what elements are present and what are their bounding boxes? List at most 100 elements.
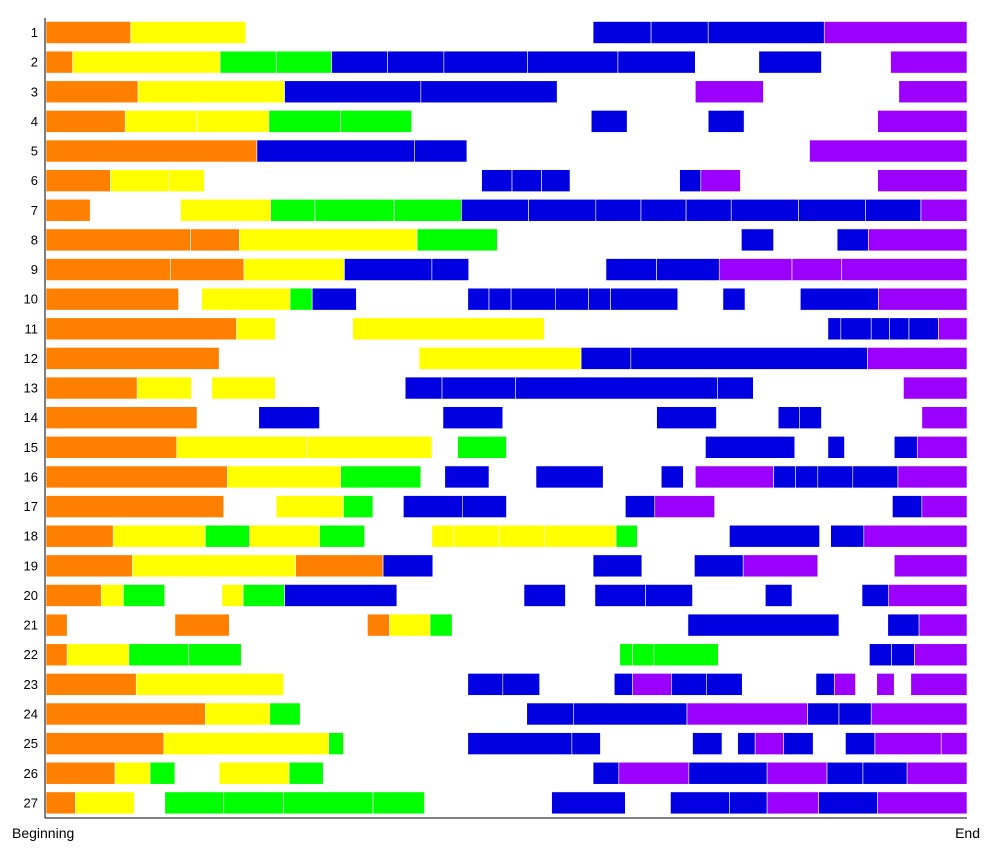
green-segment [223, 791, 284, 815]
purple-segment [903, 376, 968, 400]
blue-segment [892, 495, 923, 518]
blue-segment [862, 761, 908, 785]
blue-segment [826, 761, 864, 785]
blue-segment [511, 169, 542, 192]
row-label: 23 [24, 677, 38, 692]
purple-segment [938, 317, 968, 341]
orange-segment [45, 50, 74, 74]
orange-segment [45, 524, 114, 548]
timeline-row [45, 21, 968, 44]
timeline-row [45, 643, 968, 667]
orange-segment [45, 21, 132, 44]
blue-segment [688, 761, 768, 785]
yellow-segment [498, 524, 545, 548]
blue-segment [908, 317, 939, 341]
timeline-row [45, 376, 968, 400]
row-labels: 1234567891011121314151617181920212223242… [24, 25, 38, 810]
blue-segment [630, 347, 868, 370]
orange-segment [45, 198, 91, 222]
yellow-segment [236, 317, 276, 341]
yellow-segment [176, 436, 308, 459]
blue-segment [889, 317, 910, 341]
blue-segment [729, 791, 768, 815]
blue-segment [510, 287, 556, 311]
yellow-segment [431, 524, 455, 548]
blue-segment [256, 139, 415, 163]
orange-segment [45, 673, 137, 696]
orange-segment [45, 702, 206, 726]
green-segment [457, 436, 507, 459]
yellow-segment [72, 50, 221, 74]
yellow-segment [453, 524, 500, 548]
blue-segment [650, 21, 709, 44]
purple-segment [898, 80, 968, 104]
green-segment [429, 613, 453, 637]
green-segment [340, 465, 422, 489]
blue-segment [535, 465, 604, 489]
blue-segment [420, 80, 558, 104]
purple-segment [841, 258, 968, 281]
blue-segment [795, 465, 819, 489]
timeline-row [45, 287, 968, 311]
row-label: 7 [31, 203, 38, 218]
blue-segment [830, 524, 865, 548]
green-segment [619, 643, 633, 667]
blue-segment [783, 732, 814, 755]
blue-segment [670, 791, 730, 815]
blue-segment [730, 198, 799, 222]
blue-segment [605, 258, 657, 281]
purple-segment [910, 673, 968, 696]
row-label: 14 [24, 410, 38, 425]
purple-segment [940, 732, 968, 755]
blue-segment [764, 584, 793, 607]
orange-segment [295, 554, 384, 578]
purple-segment [893, 554, 968, 578]
blue-segment [311, 287, 357, 311]
purple-segment [918, 613, 968, 637]
green-segment [164, 791, 225, 815]
blue-segment [737, 732, 756, 755]
blue-segment [594, 584, 646, 607]
blue-segment [541, 169, 571, 192]
timeline-row [45, 406, 968, 429]
blue-segment [387, 50, 445, 74]
row-label: 8 [31, 232, 38, 247]
blue-segment [656, 406, 717, 429]
yellow-segment [100, 584, 124, 607]
orange-segment [45, 406, 198, 429]
purple-segment [877, 791, 968, 815]
blue-segment [284, 80, 422, 104]
orange-segment [45, 613, 68, 637]
green-segment [275, 50, 332, 74]
row-label: 10 [24, 292, 38, 307]
green-segment [289, 287, 313, 311]
blue-segment [694, 554, 744, 578]
yellow-segment [221, 584, 244, 607]
purple-segment [809, 139, 968, 163]
blue-segment [610, 287, 679, 311]
orange-segment [45, 317, 237, 341]
orange-segment [170, 258, 245, 281]
timeline-row [45, 495, 968, 518]
blue-segment [555, 287, 589, 311]
purple-segment [863, 524, 968, 548]
blue-segment [404, 376, 443, 400]
yellow-segment [201, 287, 291, 311]
blue-segment [870, 317, 890, 341]
blue-segment [344, 258, 433, 281]
blue-segment [403, 495, 463, 518]
blue-segment [852, 465, 899, 489]
orange-segment [45, 139, 258, 163]
row-label: 1 [31, 25, 38, 40]
orange-segment [45, 228, 191, 252]
purple-segment [632, 673, 672, 696]
blue-segment [758, 50, 822, 74]
purple-segment [700, 169, 741, 192]
purple-segment [654, 495, 715, 518]
blue-segment [284, 584, 398, 607]
yellow-segment [163, 732, 330, 755]
blue-segment [799, 287, 879, 311]
blue-segment [523, 584, 566, 607]
orange-segment [45, 791, 76, 815]
orange-segment [174, 613, 230, 637]
